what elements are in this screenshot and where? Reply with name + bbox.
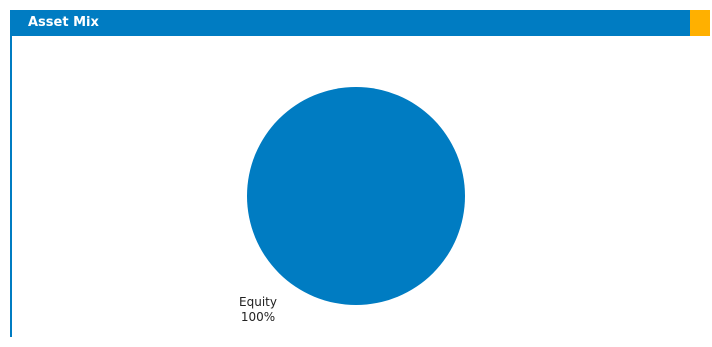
pie-slice-equity [247,87,465,305]
asset-mix-panel: Asset Mix [10,10,710,337]
slice-label-equity: Equity [239,295,277,309]
panel-header: Asset Mix [10,10,710,36]
slice-value-label-equity: 100% [241,310,275,324]
panel-title: Asset Mix [28,15,99,30]
header-accent-bar [690,10,710,36]
chart-area [10,36,710,337]
